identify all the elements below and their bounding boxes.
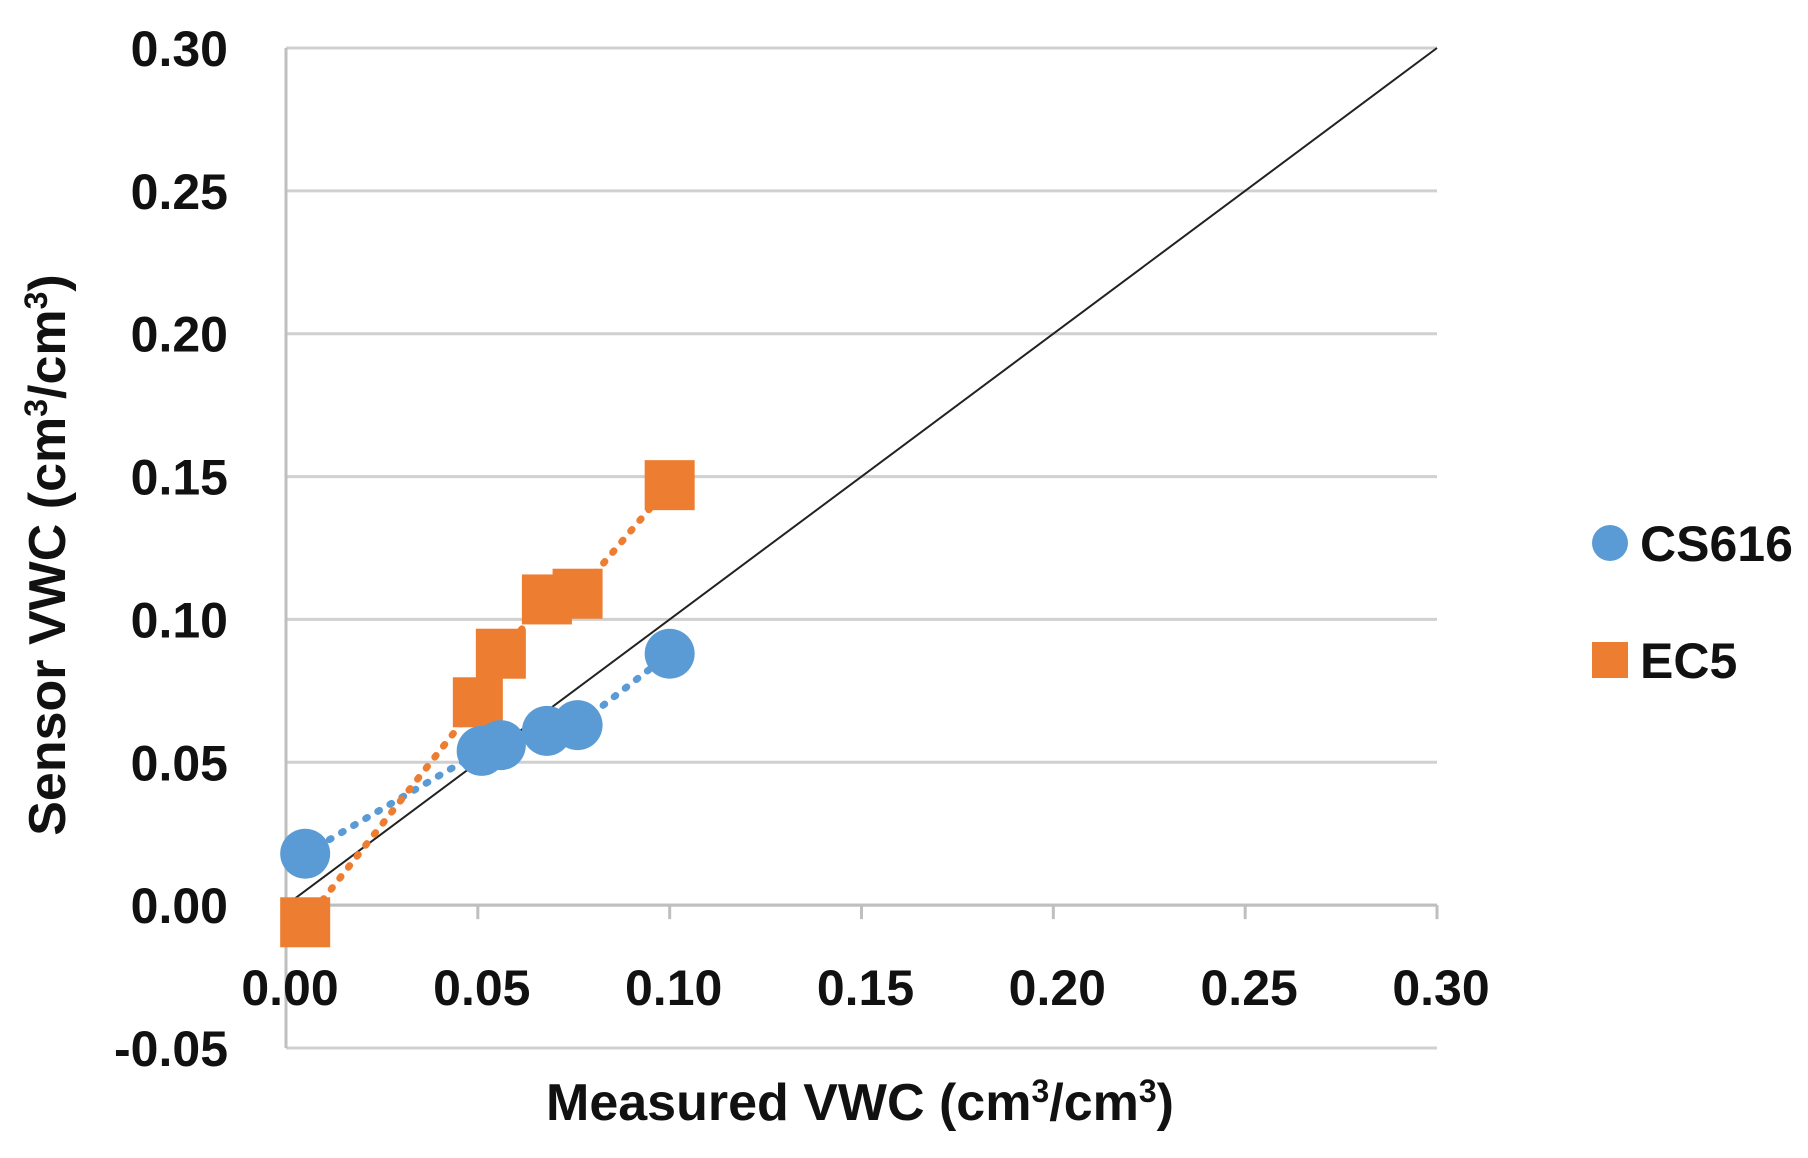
y-tick-label-2: 0.20 [131,307,228,363]
point-ec5-4 [552,568,603,619]
legend-ec5-marker [1592,642,1628,678]
legend-ec5-label: EC5 [1640,633,1737,689]
x-tick-label-3: 0.15 [817,960,914,1016]
point-cs616-0 [280,828,331,879]
y-tick-label-6: 0.00 [131,878,228,934]
y-axis-title: Sensor VWC (cm3/cm3) [18,274,77,836]
point-ec5-1 [452,677,503,728]
legend-cs616-marker [1592,525,1628,561]
x-tick-label-6: 0.30 [1392,960,1489,1016]
legend-cs616-label: CS616 [1640,516,1793,572]
axes [284,48,1437,1048]
gridlines [286,46,1437,1050]
x-tick-label-5: 0.25 [1201,960,1298,1016]
y-tick-labels: 0.30 0.25 0.20 0.15 0.10 0.05 0.00 -0.05 [114,21,228,1077]
y-tick-label-4: 0.10 [131,592,228,648]
y-tick-label-7: -0.05 [114,1021,228,1077]
data-points [280,460,695,948]
point-ec5-0 [280,897,331,948]
x-tick-label-4: 0.20 [1009,960,1106,1016]
x-axis-title: Measured VWC (cm3/cm3) [546,1073,1174,1132]
y-tick-label-3: 0.15 [131,450,228,506]
point-cs616-4 [552,700,603,751]
y-tick-label-5: 0.05 [131,735,228,791]
x-tick-label-2: 0.10 [625,960,722,1016]
x-tick-label-0: 0.00 [241,960,338,1016]
point-ec5-2 [475,628,526,679]
point-cs616-2 [475,720,526,771]
point-cs616-5 [644,628,695,679]
legend: CS616 EC5 [1592,516,1793,689]
point-ec5-5 [644,460,695,511]
x-tick-labels: 0.00 0.05 0.10 0.15 0.20 0.25 0.30 [241,905,1490,1016]
x-tick-label-1: 0.05 [433,960,530,1016]
y-tick-label-0: 0.30 [131,21,228,77]
y-tick-label-1: 0.25 [131,164,228,220]
